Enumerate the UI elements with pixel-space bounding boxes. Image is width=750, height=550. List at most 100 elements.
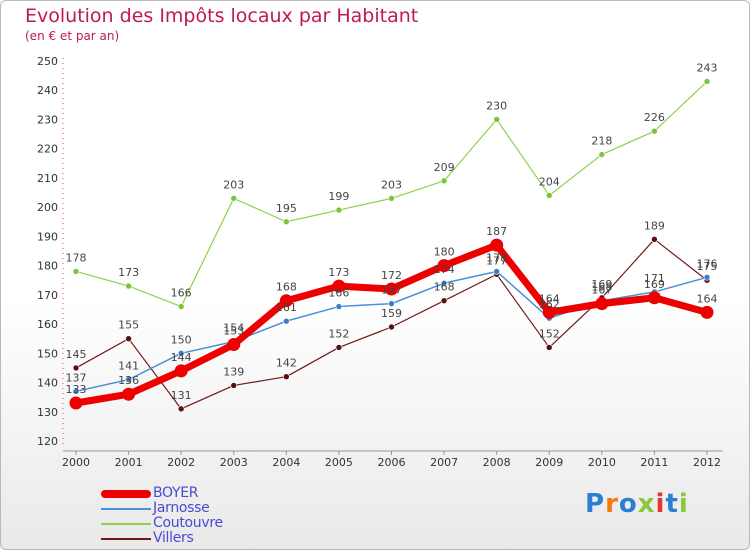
y-tick-label: 210 xyxy=(37,172,58,185)
y-tick-label: 240 xyxy=(37,84,58,97)
y-tick-label: 180 xyxy=(37,260,58,273)
data-point xyxy=(335,303,343,310)
data-label: 150 xyxy=(171,333,192,346)
data-point xyxy=(388,300,395,307)
data-point xyxy=(279,294,293,308)
data-label: 203 xyxy=(381,178,402,191)
x-tick-label: 2012 xyxy=(693,456,721,469)
data-label: 203 xyxy=(223,178,244,191)
data-label: 162 xyxy=(539,298,560,311)
data-labels: 1451551311391421521591681771521691891751… xyxy=(66,61,718,401)
x-tick-label: 2010 xyxy=(588,456,616,469)
data-point xyxy=(69,396,83,410)
series-coutouvre xyxy=(72,78,711,310)
x-tick-label: 2007 xyxy=(430,456,458,469)
legend-swatch xyxy=(101,523,151,525)
data-point xyxy=(174,364,188,378)
data-label: 145 xyxy=(66,348,87,361)
data-label: 166 xyxy=(171,287,192,300)
data-label: 175 xyxy=(697,260,718,273)
data-label: 171 xyxy=(644,272,665,285)
logo-letter: i xyxy=(678,489,689,519)
data-label: 168 xyxy=(434,281,455,294)
data-point xyxy=(125,282,132,290)
data-point xyxy=(493,268,500,275)
data-point xyxy=(542,305,556,319)
data-label: 168 xyxy=(276,281,297,294)
series-layer xyxy=(69,78,714,413)
data-label: 169 xyxy=(644,278,665,291)
data-point xyxy=(332,279,346,293)
y-tick-label: 160 xyxy=(37,318,58,331)
data-label: 209 xyxy=(434,161,455,174)
data-point xyxy=(440,177,448,185)
data-label: 142 xyxy=(276,357,297,370)
data-label: 180 xyxy=(434,246,455,259)
logo-letter: r xyxy=(605,489,619,519)
logo-letter: o xyxy=(618,489,638,519)
data-label: 159 xyxy=(381,307,402,320)
x-tick-label: 2000 xyxy=(62,456,90,469)
data-label: 218 xyxy=(591,135,612,148)
legend-label: Villers xyxy=(153,530,194,546)
legend-label: Jarnosse xyxy=(153,500,210,516)
data-point xyxy=(72,388,80,395)
y-tick-label: 190 xyxy=(37,230,58,243)
chart-title: Evolution des Impôts locaux par Habitant xyxy=(25,5,419,27)
data-label: 176 xyxy=(697,257,718,270)
data-point xyxy=(125,335,132,342)
data-point xyxy=(177,405,185,413)
data-label: 174 xyxy=(434,263,455,276)
data-point xyxy=(283,218,290,226)
x-tick-label: 2009 xyxy=(535,456,563,469)
y-tick-label: 130 xyxy=(37,406,58,419)
y-tick-label: 250 xyxy=(37,55,58,68)
data-point xyxy=(700,305,714,319)
data-label: 154 xyxy=(223,322,244,335)
data-point xyxy=(440,297,448,304)
data-point xyxy=(283,317,290,325)
data-label: 187 xyxy=(486,225,507,238)
y-tick-label: 120 xyxy=(37,435,58,448)
data-label: 152 xyxy=(328,327,349,340)
legend-label: Coutouvre xyxy=(153,515,223,531)
data-point xyxy=(177,350,185,357)
data-label: 144 xyxy=(171,351,192,364)
data-label: 204 xyxy=(539,175,560,188)
data-label: 168 xyxy=(591,281,612,294)
legend-label: BOYER xyxy=(153,485,199,501)
x-tick-label: 2004 xyxy=(272,456,300,469)
data-label: 164 xyxy=(539,292,560,305)
data-label: 161 xyxy=(276,301,297,314)
chart-subtitle: (en € et par an) xyxy=(25,29,120,43)
x-tick-label: 2006 xyxy=(378,456,406,469)
proxiti-logo: Proxiti xyxy=(585,489,689,519)
data-point xyxy=(230,382,238,389)
legend-swatch xyxy=(101,508,151,510)
data-label: 230 xyxy=(486,99,507,112)
y-tick-label: 200 xyxy=(37,201,58,214)
data-point xyxy=(230,195,238,202)
data-point xyxy=(227,338,241,352)
y-tick-label: 150 xyxy=(37,347,58,360)
data-label: 164 xyxy=(697,292,718,305)
data-point xyxy=(493,116,500,123)
data-label: 178 xyxy=(66,251,87,264)
data-label: 195 xyxy=(276,202,297,215)
x-tick-label: 2011 xyxy=(640,456,668,469)
data-label: 243 xyxy=(697,61,718,74)
logo-letter: i xyxy=(655,489,666,519)
data-label: 131 xyxy=(171,389,192,402)
logo-letter: x xyxy=(637,489,656,519)
axes: 120 130 140 150 160 170 180 190 200 210 220 230 240 2… xyxy=(37,55,723,469)
data-point xyxy=(335,344,343,351)
data-label: 152 xyxy=(539,327,560,340)
data-point xyxy=(703,78,711,85)
data-label: 166 xyxy=(328,287,349,300)
data-point xyxy=(177,303,185,310)
y-tick-label: 220 xyxy=(37,143,58,156)
data-point xyxy=(72,364,80,372)
data-point xyxy=(72,268,80,275)
data-point xyxy=(125,376,132,383)
